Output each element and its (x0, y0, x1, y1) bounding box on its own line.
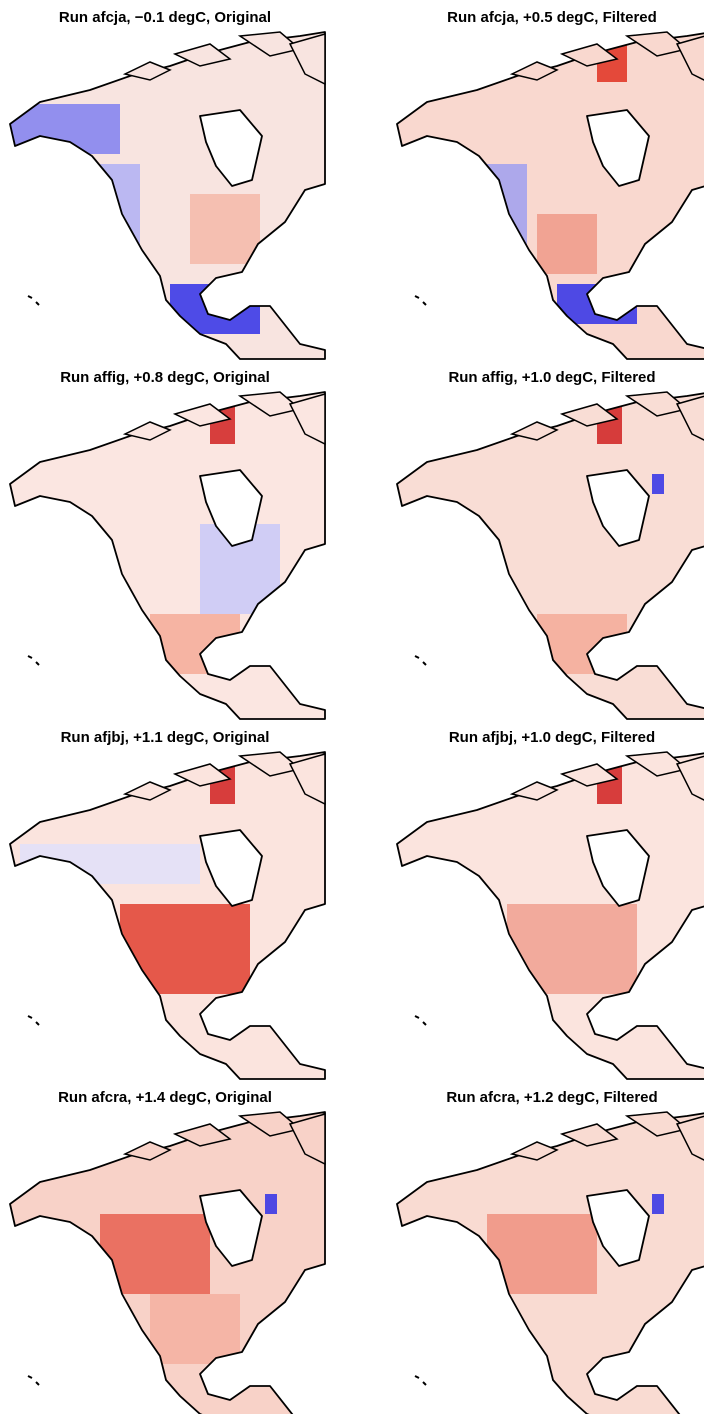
land (10, 32, 325, 359)
island (559, 43, 619, 67)
map-panel: Run afjbj, +1.1 degC, Original (9, 729, 326, 1080)
map-panel: Run affig, +1.0 degC, Filtered (396, 369, 704, 720)
island (675, 35, 704, 81)
anomaly-patch (487, 1214, 597, 1294)
map (396, 751, 704, 1080)
island (288, 33, 326, 86)
map (9, 31, 326, 360)
anomaly-patch (20, 844, 200, 884)
hawaii (27, 1375, 40, 1386)
gulf (200, 648, 248, 672)
gulf (587, 288, 635, 312)
map (9, 1111, 326, 1414)
island (509, 781, 559, 801)
island (675, 755, 704, 801)
island (559, 403, 619, 427)
island (172, 43, 232, 67)
anomaly-patch (265, 1194, 277, 1214)
gulf (200, 1008, 248, 1032)
map (9, 751, 326, 1080)
island (172, 1123, 232, 1147)
gulf (200, 1368, 248, 1392)
anomaly-patch (652, 474, 664, 494)
anomaly-patch (487, 164, 527, 284)
anomaly-patch (507, 904, 637, 994)
hawaii (414, 1375, 427, 1386)
anomaly-patch (537, 214, 597, 274)
island (509, 421, 559, 441)
map (9, 391, 326, 720)
land (397, 392, 704, 719)
anomaly-patch (120, 904, 250, 994)
island (509, 61, 559, 81)
island (288, 1113, 326, 1166)
map-panel: Run affig, +0.8 degC, Original (9, 369, 326, 720)
map (396, 391, 704, 720)
island (675, 395, 704, 441)
anomaly-patch (100, 164, 140, 294)
island (122, 1141, 172, 1161)
island (288, 393, 326, 446)
land (397, 32, 704, 359)
panel-title: Run affig, +0.8 degC, Original (60, 369, 270, 386)
gulf (587, 1368, 635, 1392)
island (122, 421, 172, 441)
hawaii (27, 655, 40, 666)
hawaii (414, 1015, 427, 1026)
map (396, 1111, 704, 1414)
island (172, 403, 232, 427)
map (396, 31, 704, 360)
map-panel: Run afcra, +1.2 degC, Filtered (396, 1089, 704, 1414)
panel-title: Run afjbj, +1.1 degC, Original (61, 729, 270, 746)
panel-title: Run afcja, −0.1 degC, Original (59, 9, 271, 26)
hawaii (27, 1015, 40, 1026)
hawaii (414, 655, 427, 666)
anomaly-patch (150, 1294, 240, 1364)
anomaly-field (100, 1194, 277, 1364)
hawaii (414, 295, 427, 306)
hawaii (27, 295, 40, 306)
island (559, 763, 619, 787)
gulf (200, 288, 248, 312)
island (122, 61, 172, 81)
anomaly-patch (100, 1214, 210, 1294)
island (509, 1141, 559, 1161)
map-panel: Run afcra, +1.4 degC, Original (9, 1089, 326, 1414)
gulf (587, 1008, 635, 1032)
map-panel: Run afcja, +0.5 degC, Filtered (396, 9, 704, 360)
island (675, 1115, 704, 1161)
map-panel: Run afcja, −0.1 degC, Original (9, 9, 326, 360)
panel-title: Run afcja, +0.5 degC, Filtered (447, 9, 657, 26)
island (172, 763, 232, 787)
island (122, 781, 172, 801)
panel-title: Run affig, +1.0 degC, Filtered (448, 369, 655, 386)
anomaly-patch (652, 1194, 664, 1214)
panel-title: Run afjbj, +1.0 degC, Filtered (449, 729, 655, 746)
gulf (587, 648, 635, 672)
anomaly-patch (190, 194, 260, 264)
island (288, 753, 326, 806)
map-panel: Run afjbj, +1.0 degC, Filtered (396, 729, 704, 1080)
island (559, 1123, 619, 1147)
panel-title: Run afcra, +1.4 degC, Original (58, 1089, 272, 1106)
panel-title: Run afcra, +1.2 degC, Filtered (446, 1089, 657, 1106)
